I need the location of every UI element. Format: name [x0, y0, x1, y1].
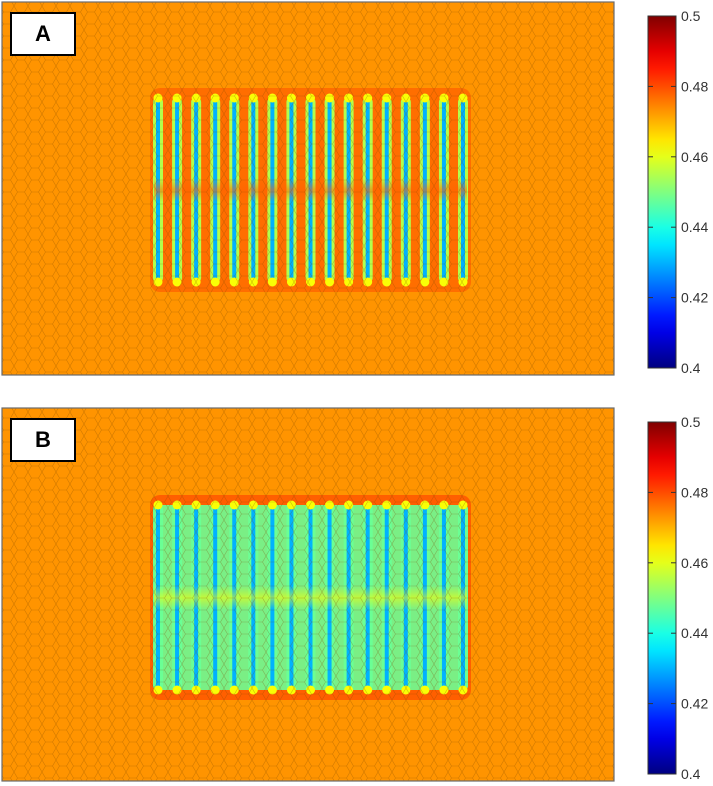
cell-mesh	[2, 2, 614, 375]
colorbar-tick-label: 0.46	[681, 149, 708, 165]
heatmap-b: 0.4 0.42 0.44 0.46 0.48 0.5	[1, 407, 708, 782]
colorbar-tick-label: 0.5	[681, 414, 701, 430]
heatmap-frame	[1, 407, 615, 782]
panel-a: 0.4 0.42 0.44 0.46 0.48 0.5 A	[0, 0, 713, 380]
heatmap-frame	[1, 1, 615, 376]
panel-b: 0.4 0.42 0.44 0.46 0.48 0.5 B	[0, 406, 713, 786]
colorbar	[648, 16, 676, 368]
colorbar-tick-label: 0.48	[681, 484, 708, 500]
colorbar-tick-label: 0.4	[681, 360, 701, 376]
colorbar-tick-label: 0.46	[681, 555, 708, 571]
colorbar-tick-label: 0.48	[681, 78, 708, 94]
colorbar-tick-label: 0.4	[681, 766, 701, 782]
panel-label-a: A	[10, 12, 76, 56]
colorbar-tick-label: 0.44	[681, 625, 708, 641]
heatmap-a: 0.4 0.42 0.44 0.46 0.48 0.5	[1, 1, 708, 376]
colorbar-tick-label: 0.5	[681, 8, 701, 24]
colorbar	[648, 422, 676, 774]
panel-label-b: B	[10, 418, 76, 462]
colorbar-tick-label: 0.42	[681, 696, 708, 712]
cell-mesh	[2, 408, 614, 781]
colorbar-tick-label: 0.42	[681, 290, 708, 306]
colorbar-frame	[647, 15, 677, 369]
colorbar-frame	[647, 421, 677, 775]
colorbar-tick-label: 0.44	[681, 219, 708, 235]
